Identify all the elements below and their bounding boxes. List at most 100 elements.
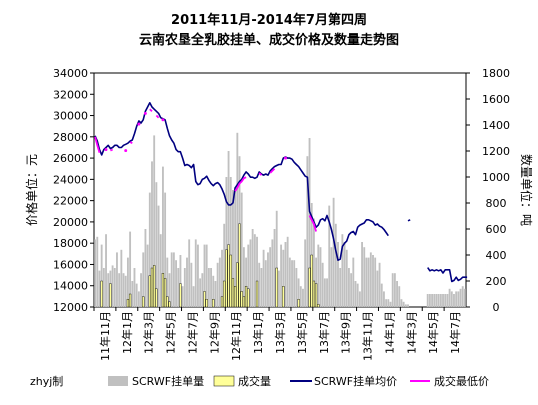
- volume-bar: [229, 177, 232, 307]
- y-left-tick-label: 14000: [53, 280, 88, 293]
- volume-bar: [286, 236, 289, 307]
- avg-price-line: [427, 267, 468, 283]
- volume-bar: [437, 294, 440, 307]
- volume-bar: [146, 244, 149, 307]
- y-right-tick-label: 0: [493, 301, 500, 314]
- volume-bar: [457, 291, 460, 307]
- volume-bar: [205, 244, 208, 307]
- min-price-line: [94, 136, 101, 154]
- volume-bar: [116, 252, 118, 307]
- volume-bar: [297, 278, 300, 307]
- volume-bar: [137, 291, 140, 307]
- volume-bar: [372, 255, 374, 307]
- volume-bar: [389, 301, 392, 307]
- volume-bar: [199, 278, 202, 307]
- y-left-tick-label: 26000: [53, 152, 88, 165]
- volume-bar: [321, 262, 324, 307]
- volume-bar: [306, 156, 309, 307]
- volume-bar: [190, 262, 193, 307]
- volume-bar: [262, 249, 265, 307]
- volume-bar: [107, 273, 110, 307]
- y-right-tick-label: 600: [486, 223, 507, 236]
- volume-bar: [159, 234, 162, 307]
- volume-bar: [317, 244, 320, 307]
- volume-bar: [439, 294, 442, 307]
- x-tick-label: 13年5月: [295, 311, 309, 354]
- y-axis-left-label: 价格单位：元: [24, 154, 39, 226]
- volume-bar: [135, 283, 138, 307]
- deal-bar: [231, 278, 235, 308]
- volume-bar: [280, 244, 283, 307]
- volume-bar: [142, 252, 145, 307]
- volume-bar: [129, 231, 132, 307]
- volume-bar: [396, 281, 399, 307]
- volume-bar: [347, 268, 350, 307]
- volume-bar: [376, 270, 379, 307]
- volume-bar: [249, 239, 252, 307]
- x-tick-label: 13年1月: [251, 311, 265, 354]
- volume-bar: [216, 262, 219, 307]
- volume-bar: [400, 299, 403, 307]
- y-left-tick-label: 34000: [53, 67, 88, 80]
- x-tick-label: 14年5月: [426, 311, 440, 354]
- deal-bar: [236, 262, 239, 308]
- volume-bar: [367, 257, 370, 307]
- volume-bar: [332, 197, 335, 307]
- min-price-line: [234, 176, 247, 192]
- y-axis-right-label: 数量单位：吨: [519, 154, 534, 226]
- volume-bar: [181, 286, 184, 307]
- volume-bar: [402, 301, 405, 307]
- volume-bar: [328, 205, 331, 307]
- deal-bar: [100, 280, 103, 308]
- volume-bar: [98, 270, 101, 307]
- volume-bar: [271, 239, 274, 307]
- volume-bar: [153, 135, 156, 307]
- chart-subtitle: 云南农垦全乳胶挂单、成交价格及数量走势图: [139, 32, 399, 48]
- volume-bar: [242, 247, 245, 307]
- volume-bar: [312, 218, 315, 307]
- deal-bar: [308, 267, 311, 308]
- deal-bar: [150, 267, 154, 308]
- volume-bar: [218, 257, 221, 307]
- volume-bar: [391, 273, 394, 307]
- y-left-tick-label: 18000: [53, 237, 88, 250]
- volume-bar: [221, 249, 223, 307]
- volume-bar: [299, 286, 302, 307]
- volume-bar: [264, 260, 267, 307]
- volume-bar: [428, 294, 431, 307]
- deal-bar: [168, 301, 171, 308]
- deal-bar: [238, 223, 241, 308]
- volume-bar: [444, 294, 447, 307]
- volume-bar: [426, 294, 429, 307]
- deal-bar: [314, 283, 318, 308]
- volume-bar: [260, 268, 263, 307]
- deal-bar: [229, 254, 232, 308]
- volume-bar: [455, 291, 458, 307]
- volume-bar: [361, 242, 363, 307]
- deal-bar: [161, 273, 165, 308]
- volume-bar: [334, 223, 337, 307]
- volume-bar: [172, 252, 175, 307]
- legend-swatch-deal: [213, 375, 235, 387]
- volume-bar: [345, 249, 348, 307]
- x-axis-ticks: 11年11月 12年1月 12年3月 12年5月 12年7月 12年9月 12年11月 13年…: [93, 307, 462, 361]
- volume-bar: [247, 244, 250, 307]
- volume-bar: [170, 252, 173, 307]
- deal-bar: [234, 286, 237, 308]
- volume-bar: [144, 229, 147, 307]
- volume-bar: [102, 268, 105, 307]
- volume-bar: [96, 236, 99, 307]
- volume-bar: [330, 247, 333, 307]
- y-right-tick-label: 1800: [482, 67, 510, 80]
- volume-bar: [453, 294, 455, 307]
- x-tick-label: 14年7月: [448, 311, 462, 354]
- volume-bar: [251, 229, 254, 307]
- deal-bar: [142, 296, 145, 308]
- volume-bar: [385, 299, 388, 307]
- volume-bar: [461, 286, 464, 307]
- volume-bar: [140, 273, 142, 307]
- volume-bar: [155, 182, 158, 307]
- min-price-line-point: [104, 148, 108, 152]
- volume-bar: [387, 299, 390, 307]
- volume-bar: [343, 242, 346, 307]
